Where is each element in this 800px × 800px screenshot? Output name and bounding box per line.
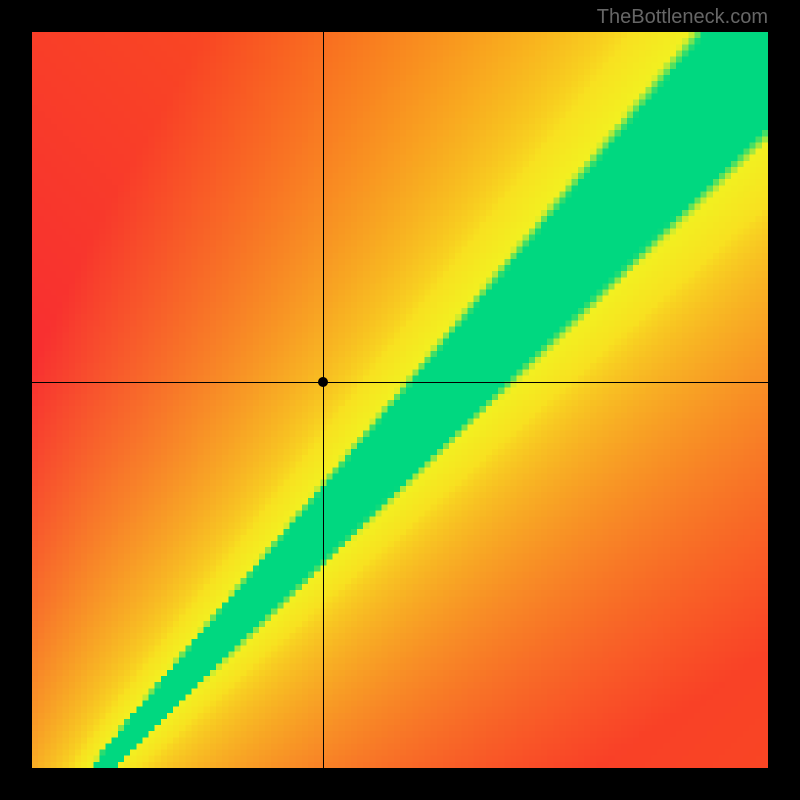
heatmap-canvas	[32, 32, 768, 768]
crosshair-vertical	[323, 32, 324, 768]
heatmap-plot	[32, 32, 768, 768]
watermark-text: TheBottleneck.com	[597, 6, 768, 29]
marker-dot	[318, 377, 328, 387]
crosshair-horizontal	[32, 382, 768, 383]
